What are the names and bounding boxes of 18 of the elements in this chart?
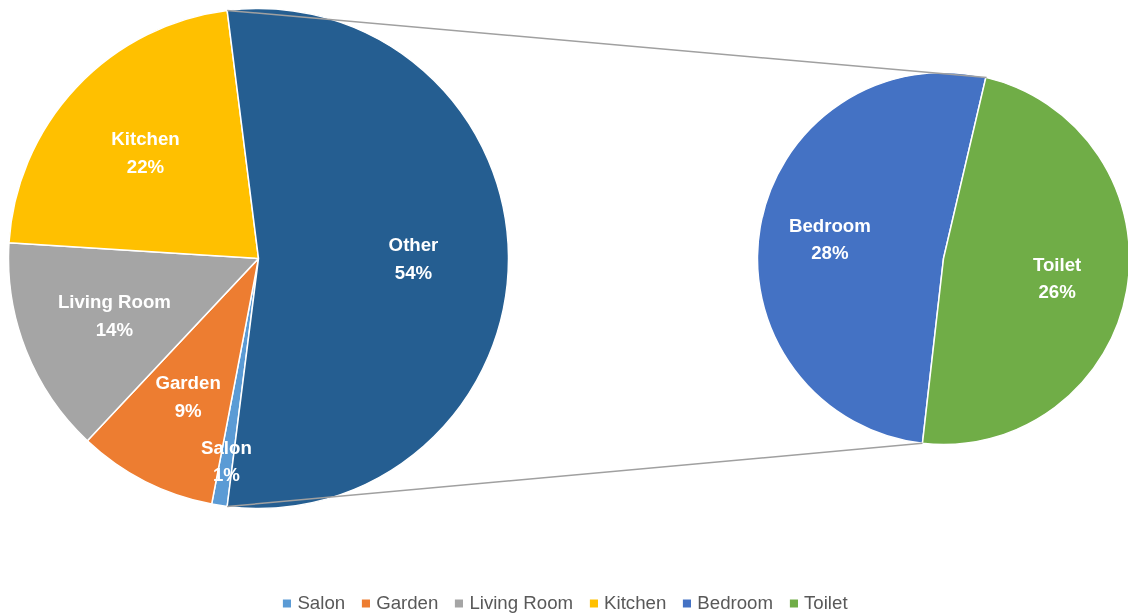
slice-label: Kitchen — [111, 128, 180, 150]
legend-label: Kitchen — [604, 592, 667, 614]
data-label: 14% — [95, 318, 134, 340]
data-label: 9% — [174, 399, 203, 421]
data-label: 22% — [126, 155, 165, 177]
legend-label: Garden — [376, 592, 439, 614]
legend-label: Salon — [297, 592, 346, 614]
legend-label: Bedroom — [697, 592, 774, 614]
slice-label: Bedroom — [788, 214, 871, 236]
slice-label: Toilet — [1032, 254, 1082, 276]
data-label: 54% — [394, 261, 433, 283]
slice-label: Living Room — [57, 291, 171, 313]
slice-label: Other — [388, 234, 439, 256]
data-label: 28% — [811, 241, 849, 263]
slice-label: Garden — [155, 372, 221, 394]
legend-label: Toilet — [804, 592, 848, 614]
legend-label: Living Room — [469, 592, 574, 614]
data-label: 26% — [1038, 281, 1077, 303]
